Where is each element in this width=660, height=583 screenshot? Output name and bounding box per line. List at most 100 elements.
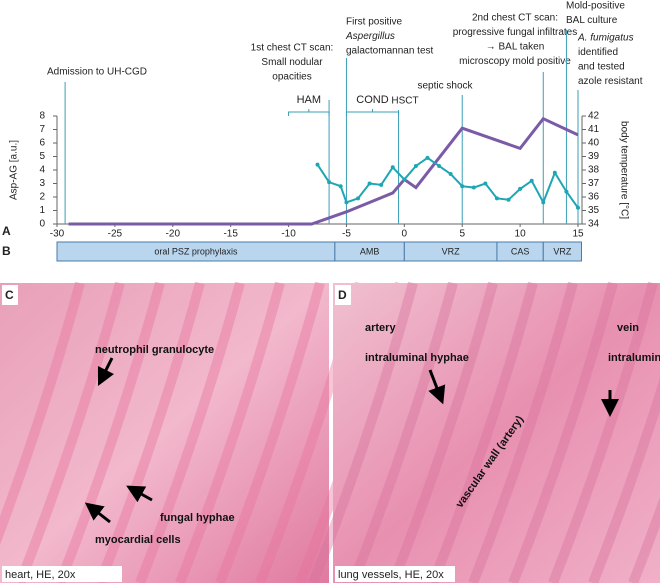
arrow (84, 502, 111, 524)
tissue-band (175, 281, 285, 583)
panel-label: D (338, 288, 347, 302)
point (506, 197, 511, 202)
caption: lung vessels, HE, 20x (338, 569, 444, 581)
y2-tick-label: 34 (588, 219, 600, 230)
y2-tick-label: 40 (588, 138, 600, 149)
point (367, 181, 372, 186)
label-box (335, 285, 351, 305)
tissue-band (95, 281, 205, 583)
point (356, 196, 361, 201)
y2-tick-label: 35 (588, 205, 600, 216)
event-text: Aspergillus (345, 31, 395, 42)
histology-image (0, 283, 329, 583)
point (518, 186, 523, 191)
x-tick-label: -25 (108, 229, 123, 240)
treatment-label: oral PSZ prophylaxis (154, 246, 238, 256)
tissue-band (588, 378, 660, 583)
annotation: neutrophil granulocyte (95, 344, 214, 356)
y-tick-label: 0 (39, 219, 45, 230)
event-text: Admission to UH-CGD (47, 67, 147, 78)
tissue-band (215, 281, 325, 583)
y-axis-title: Asp-AG [a.u.] (9, 140, 20, 200)
y-tick-label: 7 (39, 124, 45, 135)
bracket (345, 109, 400, 116)
point (390, 165, 395, 170)
treatment-label: VRZ (553, 246, 572, 256)
tissue-band (508, 281, 618, 583)
x-tick-label: 15 (572, 229, 584, 240)
tissue-band (388, 281, 498, 583)
x-tick-label: 5 (459, 229, 465, 240)
tissue-band (548, 281, 658, 583)
event-text: 2nd chest CT scan: (472, 13, 558, 24)
treatment-label: VRZ (442, 246, 461, 256)
x-tick-label: -15 (223, 229, 238, 240)
caption-box (335, 566, 455, 582)
x-tick-label: -5 (342, 229, 351, 240)
point (483, 181, 488, 186)
x-tick-label: -20 (166, 229, 181, 240)
tissue-band (308, 281, 418, 583)
treatment-label: AMB (360, 246, 380, 256)
event-text: opacities (272, 72, 311, 83)
y2-tick-label: 38 (588, 165, 600, 176)
event-text: identified (578, 47, 618, 58)
y-tick-label: 5 (39, 151, 45, 162)
series-line (68, 116, 579, 226)
x-tick-label: 10 (515, 229, 527, 240)
event-text: azole resistant (578, 76, 643, 87)
y-tick-label: 6 (39, 138, 45, 149)
arrow (126, 485, 153, 503)
point (460, 184, 465, 189)
event-text: BAL culture (566, 15, 618, 26)
tissue-band (15, 281, 125, 583)
annotation: myocardial cells (95, 534, 181, 546)
point (576, 205, 580, 210)
point (552, 170, 557, 175)
bracket-label: COND (356, 94, 388, 106)
panel-label: B (2, 244, 11, 258)
y-tick-label: 3 (39, 178, 45, 189)
event-text: microscopy mold positive (459, 56, 571, 67)
x-tick-label: -10 (281, 229, 296, 240)
panel-label: A (2, 224, 11, 238)
event-text: and tested (578, 62, 625, 73)
point (541, 200, 546, 205)
event-text: HSCT (391, 96, 418, 107)
tissue-band (468, 281, 578, 583)
tissue-band (628, 497, 660, 583)
caption: heart, HE, 20x (5, 569, 76, 581)
annotation: artery (365, 322, 396, 334)
arrow (428, 369, 446, 405)
y2-tick-label: 37 (588, 178, 600, 189)
x-tick-label: 0 (402, 229, 408, 240)
histology-image (333, 283, 660, 583)
point (564, 189, 569, 194)
y-tick-label: 4 (39, 165, 45, 176)
annotation: intraluminal hyphae (365, 352, 469, 364)
y2-tick-label: 41 (588, 124, 600, 135)
treatment-label: CAS (511, 246, 530, 256)
y-tick-label: 1 (39, 205, 45, 216)
event-text: Small nodular (261, 57, 323, 68)
arrow (97, 357, 115, 387)
event-text: First positive (346, 17, 403, 28)
event-text: progressive fungal infiltrates (453, 27, 578, 38)
point (379, 182, 384, 187)
point (471, 185, 476, 190)
bracket (288, 109, 330, 116)
tissue-band (135, 281, 245, 583)
series-line (316, 156, 579, 209)
point (344, 200, 349, 205)
point (413, 163, 418, 168)
point (402, 177, 407, 182)
point (494, 196, 499, 201)
y2-tick-label: 42 (588, 111, 600, 122)
tissue-band (55, 281, 165, 583)
y2-tick-label: 39 (588, 151, 600, 162)
panel-label: C (5, 288, 14, 302)
point (315, 162, 320, 167)
point (327, 180, 332, 185)
event-text: A. fumigatus (577, 33, 634, 44)
annotation: intraluminal hyphae (608, 352, 660, 364)
